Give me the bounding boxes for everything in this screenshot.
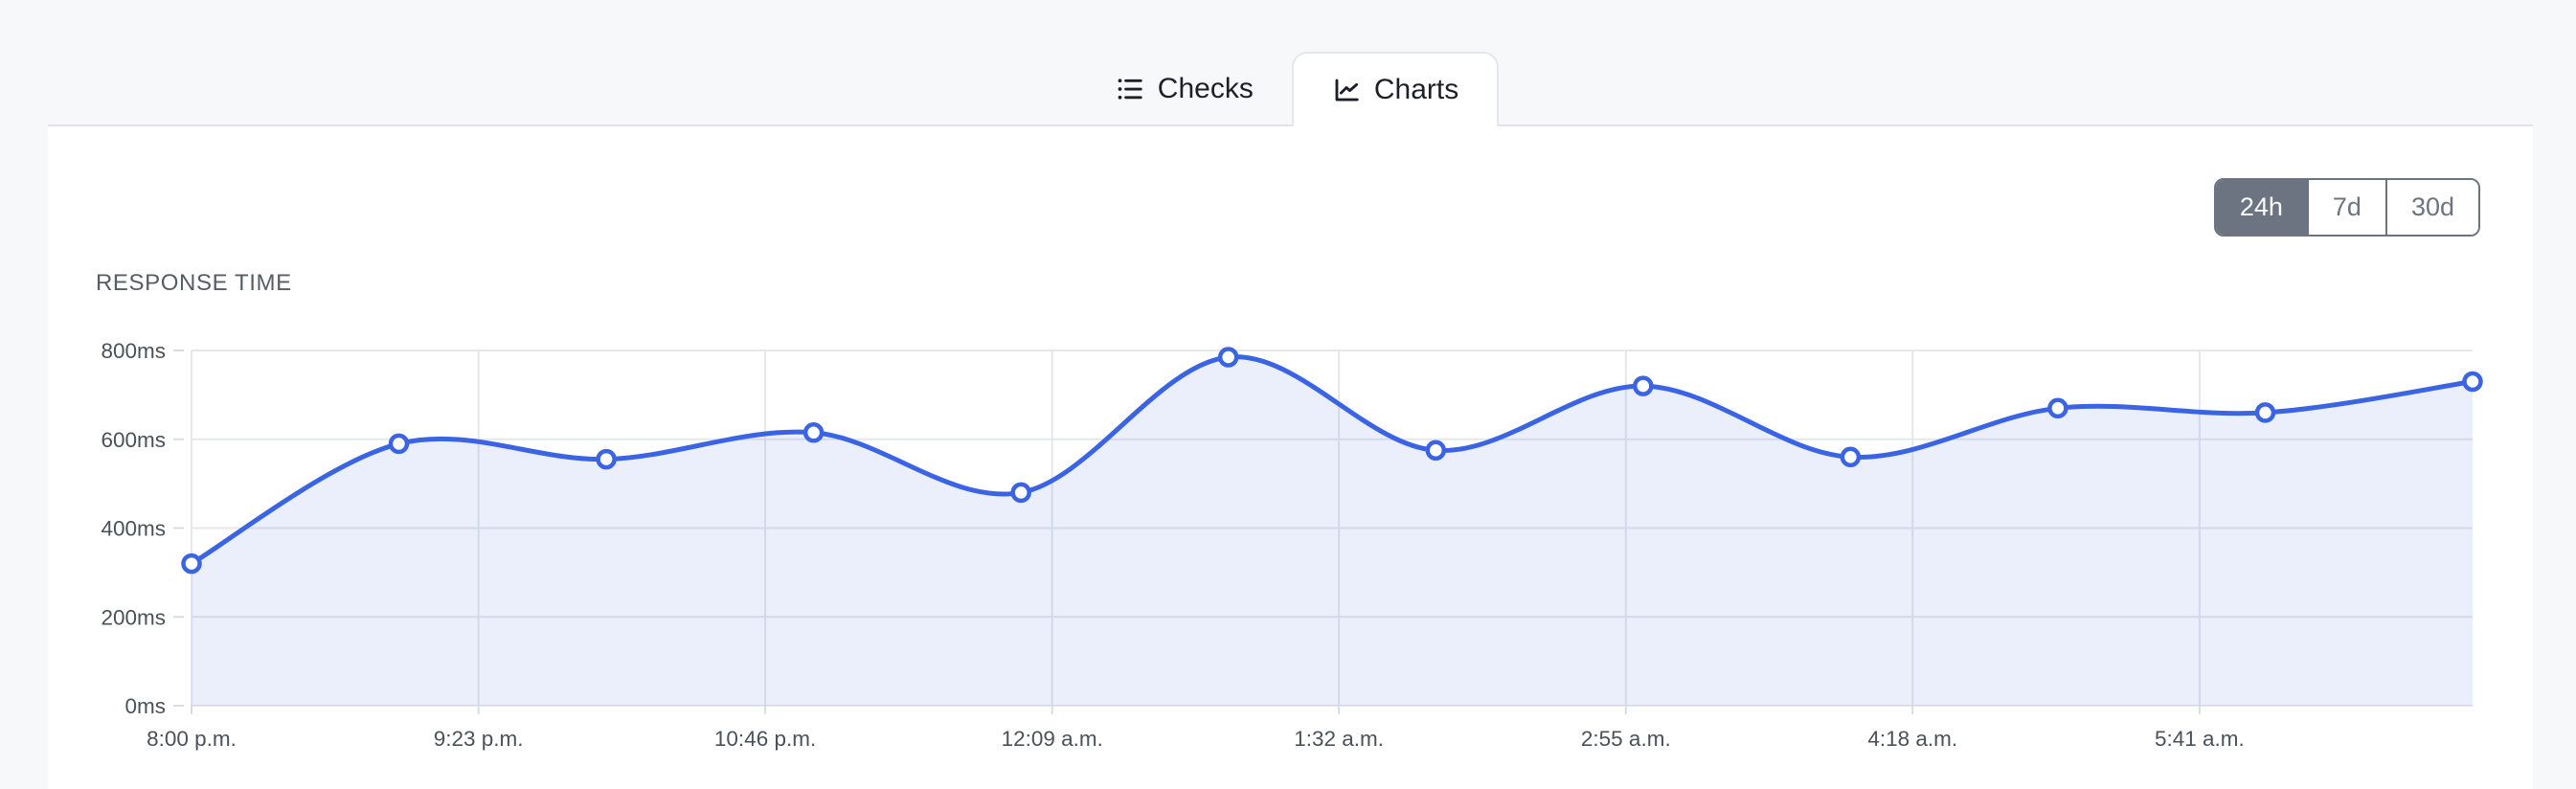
x-axis-label: 10:46 p.m. bbox=[714, 727, 816, 751]
data-point[interactable] bbox=[596, 448, 617, 470]
chart-line-icon bbox=[1332, 76, 1361, 104]
data-point[interactable] bbox=[1633, 375, 1654, 396]
y-axis-label: 400ms bbox=[101, 517, 166, 541]
response-time-chart: 0ms 200ms 400ms 600ms 800ms 8:00 p.m. 9:23 p.m… bbox=[86, 335, 2490, 776]
data-point[interactable] bbox=[1840, 446, 1862, 468]
x-axis-label: 2:55 a.m. bbox=[1581, 727, 1671, 751]
y-axis-label: 200ms bbox=[101, 605, 166, 629]
data-point[interactable] bbox=[2462, 371, 2483, 393]
tab-checks-label: Checks bbox=[1157, 73, 1254, 104]
x-axis-label: 5:41 a.m. bbox=[2155, 727, 2245, 751]
data-point[interactable] bbox=[2047, 397, 2068, 419]
list-icon bbox=[1116, 75, 1144, 103]
area-fill bbox=[192, 356, 2473, 706]
x-axis-label: 12:09 a.m. bbox=[1002, 727, 1103, 751]
tab-charts[interactable]: Charts bbox=[1291, 52, 1500, 126]
tab-charts-label: Charts bbox=[1373, 74, 1459, 105]
y-axis-label: 600ms bbox=[101, 428, 166, 452]
y-axis-label: 0ms bbox=[124, 694, 166, 718]
range-24h-button[interactable]: 24h bbox=[2215, 180, 2307, 235]
tab-bar: Checks Charts bbox=[0, 52, 2576, 126]
x-axis-label: 8:00 p.m. bbox=[147, 727, 237, 751]
response-time-chart-svg: 0ms 200ms 400ms 600ms 800ms 8:00 p.m. 9:23 p.m… bbox=[101, 339, 2483, 751]
data-point[interactable] bbox=[1010, 482, 1031, 504]
x-axis-label: 9:23 p.m. bbox=[434, 727, 524, 751]
time-range-group: 24h 7d 30d bbox=[2213, 178, 2480, 237]
chart-title: RESPONSE TIME bbox=[96, 270, 292, 296]
range-30d-button[interactable]: 30d bbox=[2384, 180, 2478, 235]
range-7d-button[interactable]: 7d bbox=[2306, 180, 2385, 235]
data-point[interactable] bbox=[1425, 440, 1447, 462]
x-axis-label: 4:18 a.m. bbox=[1867, 727, 1957, 751]
data-point[interactable] bbox=[388, 433, 410, 455]
content-panel: 24h 7d 30d RESPONSE TIME 0ms 200ms 400ms 60… bbox=[48, 124, 2533, 789]
data-point[interactable] bbox=[1217, 347, 1239, 368]
data-point[interactable] bbox=[2254, 402, 2276, 423]
y-axis-label: 800ms bbox=[101, 339, 166, 363]
data-point[interactable] bbox=[181, 552, 202, 575]
tab-checks[interactable]: Checks bbox=[1077, 52, 1292, 126]
x-axis-label: 1:32 a.m. bbox=[1294, 727, 1384, 751]
data-point[interactable] bbox=[802, 422, 825, 443]
